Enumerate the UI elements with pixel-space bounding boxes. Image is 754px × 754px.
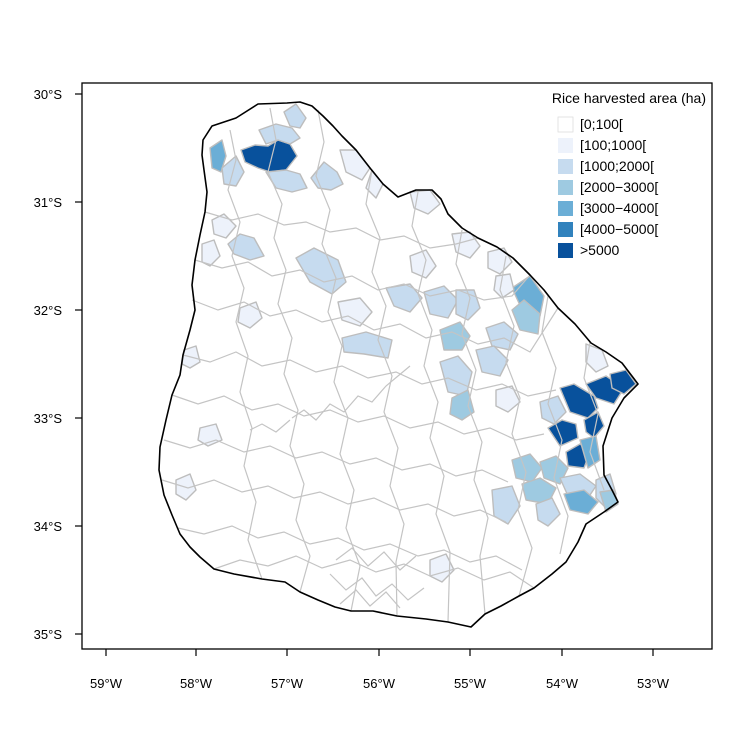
legend-label: [1000;2000[ bbox=[580, 158, 654, 174]
legend-label: [0;100[ bbox=[580, 116, 623, 132]
district-region bbox=[511, 453, 543, 483]
legend-label: [100;1000[ bbox=[580, 137, 646, 153]
x-tick-label: 55°W bbox=[454, 676, 487, 691]
district-region bbox=[539, 395, 567, 425]
district-region bbox=[227, 233, 265, 261]
district-region bbox=[583, 411, 605, 439]
district-region bbox=[585, 343, 609, 373]
district-region bbox=[409, 249, 437, 279]
district-region bbox=[475, 345, 509, 377]
y-tick-label: 34°S bbox=[34, 519, 63, 534]
y-tick-label: 31°S bbox=[34, 195, 63, 210]
district-region bbox=[539, 455, 569, 485]
legend-swatch bbox=[558, 222, 573, 237]
district-region bbox=[209, 139, 227, 173]
x-tick-label: 53°W bbox=[637, 676, 670, 691]
district-region bbox=[599, 489, 619, 513]
district-region bbox=[201, 239, 221, 267]
legend-label: [3000−4000[ bbox=[580, 200, 658, 216]
district-region bbox=[493, 273, 515, 299]
district-region bbox=[240, 139, 298, 173]
y-tick-label: 30°S bbox=[34, 87, 63, 102]
legend-label: >5000 bbox=[580, 242, 620, 258]
district-region bbox=[563, 489, 599, 515]
district-region bbox=[449, 389, 475, 421]
y-tick-label: 35°S bbox=[34, 627, 63, 642]
district-region bbox=[521, 477, 557, 505]
district-region bbox=[439, 355, 473, 397]
district-region bbox=[283, 103, 307, 129]
district-region bbox=[451, 231, 481, 259]
legend-swatch bbox=[557, 116, 574, 133]
district-region bbox=[559, 383, 599, 419]
district-boundaries bbox=[161, 107, 605, 623]
legend-label: [4000−5000[ bbox=[580, 221, 658, 237]
y-tick-label: 32°S bbox=[34, 303, 63, 318]
country-base bbox=[159, 102, 638, 627]
legend-label: [2000−3000[ bbox=[580, 179, 658, 195]
district-region bbox=[429, 553, 455, 583]
district-region bbox=[339, 149, 371, 181]
y-axis: 30°S 31°S 32°S 33°S 34°S 35°S bbox=[34, 87, 82, 642]
district-region bbox=[341, 331, 393, 359]
district-region bbox=[295, 247, 347, 295]
district-region bbox=[495, 385, 521, 413]
legend-swatch bbox=[558, 180, 573, 195]
legend-swatch bbox=[558, 201, 573, 216]
district-region bbox=[487, 247, 513, 275]
x-axis: 59°W 58°W 57°W 56°W 55°W 54°W 53°W bbox=[90, 649, 670, 691]
legend-title: Rice harvested area (ha) bbox=[552, 90, 706, 106]
legend: Rice harvested area (ha) [0;100[ [100;100… bbox=[552, 90, 706, 258]
district-region bbox=[265, 169, 308, 193]
x-tick-label: 57°W bbox=[271, 676, 304, 691]
legend-swatch bbox=[558, 159, 573, 174]
district-region bbox=[423, 285, 459, 319]
district-region bbox=[258, 123, 301, 145]
x-tick-label: 54°W bbox=[546, 676, 579, 691]
district-region bbox=[491, 485, 521, 525]
district-region bbox=[547, 419, 579, 447]
district-region bbox=[535, 497, 561, 527]
legend-swatch bbox=[558, 138, 573, 153]
district-region bbox=[609, 369, 637, 395]
country-outline bbox=[158, 101, 639, 628]
x-tick-label: 56°W bbox=[363, 676, 396, 691]
x-tick-label: 59°W bbox=[90, 676, 123, 691]
y-tick-label: 33°S bbox=[34, 411, 63, 426]
x-tick-label: 58°W bbox=[180, 676, 213, 691]
legend-swatch bbox=[558, 243, 573, 258]
district-region bbox=[511, 299, 541, 335]
